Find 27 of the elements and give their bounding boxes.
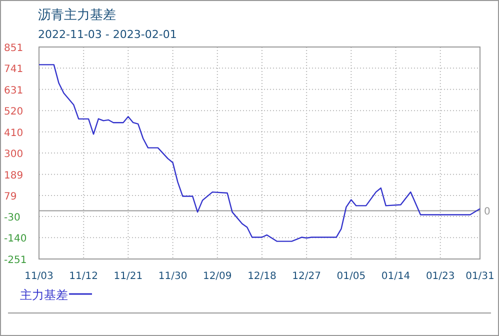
x-tick-label: 12/09 — [202, 271, 232, 282]
y-tick-label: 851 — [4, 43, 24, 54]
x-tick-label: 01/31 — [466, 271, 494, 282]
chart-title: 沥青主力基差 — [38, 7, 116, 23]
x-tick-label: 11/03 — [24, 271, 54, 282]
y-tick-label: -140 — [4, 234, 27, 245]
y-tick-label: 300 — [4, 149, 24, 160]
y-tick-label: 631 — [4, 85, 24, 96]
x-tick-label: 11/30 — [158, 271, 188, 282]
y-tick-label: 520 — [4, 106, 24, 118]
ref-line-label: 0 — [484, 206, 490, 218]
legend-label: 主力基差 — [20, 288, 68, 302]
line-series — [38, 64, 481, 242]
x-tick-label: 01/23 — [426, 271, 455, 282]
x-tick-label: 12/27 — [292, 271, 321, 282]
x-tick-label: 11/12 — [69, 271, 98, 282]
x-tick-label: 12/18 — [248, 271, 276, 282]
y-tick-label: -251 — [4, 255, 27, 266]
x-tick-label: 01/05 — [336, 271, 366, 282]
y-tick-label: 189 — [4, 170, 24, 182]
y-tick-label: -30 — [4, 212, 20, 224]
x-tick-label: 11/21 — [114, 271, 143, 282]
y-tick-label: 741 — [4, 64, 24, 76]
x-tick-label: 01/14 — [381, 271, 410, 282]
y-tick-label: 79 — [4, 192, 17, 203]
y-tick-label: 410 — [4, 128, 24, 139]
chart-subtitle: 2022-11-03 - 2023-02-01 — [38, 28, 177, 41]
